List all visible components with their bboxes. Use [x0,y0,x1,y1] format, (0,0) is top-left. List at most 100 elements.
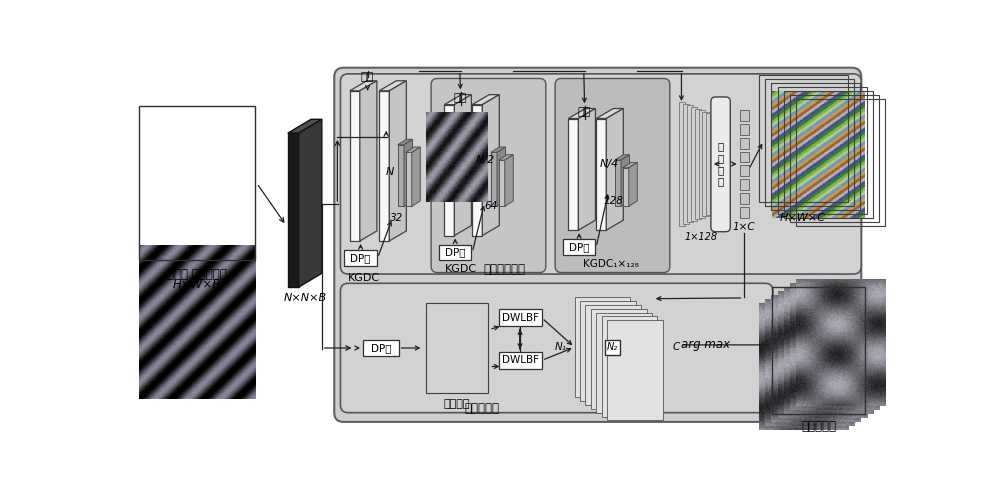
Text: DP核: DP核 [350,253,371,263]
Text: DWLBF: DWLBF [502,313,539,323]
Polygon shape [499,160,505,206]
Polygon shape [412,147,420,206]
FancyBboxPatch shape [431,78,546,272]
Polygon shape [578,108,595,230]
Polygon shape [379,81,406,91]
Polygon shape [472,104,482,236]
Bar [772,287,865,414]
Text: N/2: N/2 [476,155,495,165]
Bar [698,110,705,218]
Text: 1×128: 1×128 [684,232,717,242]
Text: 卷积: 卷积 [361,72,374,82]
Bar [605,340,620,355]
Bar [790,94,879,222]
Text: 128: 128 [603,196,623,206]
Polygon shape [505,154,513,206]
Bar [740,180,749,190]
FancyBboxPatch shape [711,97,730,232]
Polygon shape [568,108,595,118]
FancyBboxPatch shape [340,74,861,274]
Text: 卷积: 卷积 [454,94,467,104]
Bar [796,98,885,226]
Polygon shape [499,154,513,160]
Text: 全
连
接
层: 全 连 接 层 [717,142,723,186]
Bar [778,87,867,214]
Bar [706,113,712,215]
Polygon shape [444,94,471,104]
Bar [695,108,701,220]
Bar [687,106,693,222]
Polygon shape [623,162,637,168]
Polygon shape [615,154,630,160]
Bar [363,340,399,356]
Polygon shape [629,162,637,206]
Polygon shape [444,104,454,236]
Bar [591,308,647,409]
Text: H×W×C: H×W×C [780,213,826,223]
Polygon shape [606,108,623,230]
Polygon shape [288,120,322,133]
Polygon shape [398,140,413,144]
FancyBboxPatch shape [334,68,861,422]
Bar [740,124,749,134]
Polygon shape [288,133,299,287]
Polygon shape [472,94,499,104]
Text: DP核: DP核 [445,248,465,258]
Text: N×N×B: N×N×B [283,293,326,303]
Bar [602,316,657,416]
Text: KGDC: KGDC [445,264,477,274]
Bar [771,83,860,210]
Text: KGDC: KGDC [348,273,380,283]
Bar [563,240,595,255]
Text: 64: 64 [484,202,497,211]
Polygon shape [398,144,404,206]
Bar [139,106,255,260]
Text: N₁: N₁ [555,342,567,352]
Polygon shape [482,94,499,236]
Bar [499,352,542,369]
Bar [784,91,873,218]
Text: 特征提取阶段: 特征提取阶段 [484,263,526,276]
Bar [344,250,377,266]
Text: 1×C: 1×C [733,222,756,232]
Bar [740,166,749,176]
Bar [740,110,749,121]
Bar [765,79,854,206]
Text: 卷积: 卷积 [578,108,591,118]
Polygon shape [406,147,420,152]
Polygon shape [406,152,412,206]
Polygon shape [623,168,629,206]
FancyBboxPatch shape [340,284,773,412]
Text: H×W×B: H×W×B [173,278,221,291]
Text: C: C [673,342,680,352]
Bar [759,76,848,202]
Polygon shape [596,108,623,118]
Text: N₂: N₂ [607,342,618,352]
Bar [740,207,749,218]
Polygon shape [454,94,471,236]
Text: DP核: DP核 [370,343,391,353]
Text: 相似度图: 相似度图 [443,399,470,409]
Text: N: N [386,166,394,176]
Polygon shape [615,160,621,206]
Bar [683,104,689,224]
Bar [580,301,636,401]
Bar [679,102,685,226]
Bar [585,305,641,405]
Text: 分类结果图: 分类结果图 [801,420,836,433]
Polygon shape [299,120,322,287]
Polygon shape [379,91,389,241]
Text: 输入的 高光谱图像: 输入的 高光谱图像 [167,268,227,280]
Bar [702,112,709,216]
Bar [691,107,697,221]
Polygon shape [568,118,578,230]
Bar [439,245,471,260]
Polygon shape [596,118,606,230]
Bar [740,152,749,162]
Bar [710,114,716,213]
Polygon shape [491,152,497,206]
Bar [740,138,749,148]
Bar [740,193,749,204]
Bar [574,297,630,398]
Text: arg max: arg max [681,338,731,351]
